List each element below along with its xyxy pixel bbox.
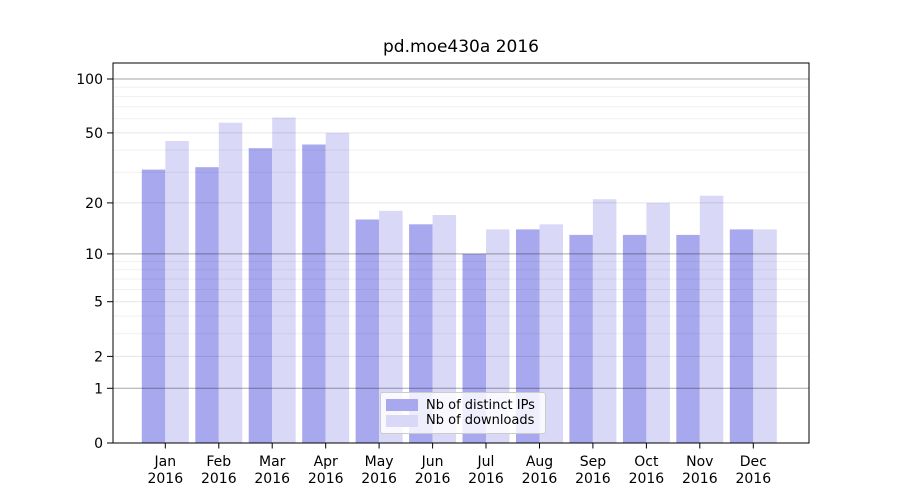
y-tick-label: 0: [94, 436, 103, 452]
x-tick-label-year: 2016: [522, 471, 558, 487]
chart-title: pd.moe430a 2016: [383, 37, 539, 57]
bar-downloads-jan: [165, 141, 189, 443]
x-tick-label-month: May: [365, 454, 394, 470]
bar-distinct-ips-aug: [516, 229, 540, 443]
legend-item-downloads: Nb of downloads: [386, 414, 539, 427]
bar-downloads-mar: [272, 117, 296, 443]
bar-downloads-apr: [325, 132, 350, 443]
bar-distinct-ips-feb: [195, 167, 219, 443]
x-tick-label-year: 2016: [468, 471, 504, 487]
legend-item-distinct-ips: Nb of distinct IPs: [386, 399, 539, 412]
bar-downloads-oct: [646, 202, 670, 443]
legend-label-distinct-ips: Nb of distinct IPs: [426, 397, 535, 413]
y-tick-label: 5: [94, 295, 103, 311]
x-tick-label-month: Mar: [259, 454, 286, 470]
y-tick-label: 50: [85, 126, 103, 142]
x-tick-label-year: 2016: [629, 471, 665, 487]
bar-downloads-jul: [486, 229, 510, 443]
y-tick-label: 10: [85, 247, 103, 263]
y-tick-label: 100: [76, 72, 103, 88]
x-tick-label-month: Feb: [206, 454, 231, 470]
x-tick-label-month: Nov: [686, 454, 713, 470]
bar-distinct-ips-sep: [569, 234, 593, 443]
bar-downloads-nov: [699, 195, 724, 443]
x-tick-label-year: 2016: [254, 471, 290, 487]
legend-swatch-downloads: [386, 414, 418, 427]
bar-distinct-ips-apr: [302, 144, 326, 443]
bar-downloads-aug: [539, 224, 563, 443]
bar-distinct-ips-nov: [676, 234, 700, 443]
x-tick-label-year: 2016: [308, 471, 344, 487]
bar-downloads-sep: [592, 199, 617, 443]
bar-distinct-ips-dec: [729, 229, 754, 443]
x-tick-label-month: Oct: [634, 454, 659, 470]
x-tick-label-month: Dec: [740, 454, 767, 470]
x-tick-label-year: 2016: [201, 471, 237, 487]
bar-downloads-dec: [753, 229, 777, 443]
legend: Nb of distinct IPs Nb of downloads: [380, 392, 546, 434]
y-tick-label: 2: [94, 349, 103, 365]
x-tick-label-year: 2016: [575, 471, 611, 487]
legend-swatch-distinct-ips: [386, 399, 418, 412]
x-tick-label-month: Aug: [526, 454, 553, 470]
x-tick-label-year: 2016: [361, 471, 397, 487]
bar-distinct-ips-mar: [248, 148, 273, 443]
bar-downloads-may: [379, 210, 403, 443]
x-tick-label-year: 2016: [735, 471, 771, 487]
y-tick-label: 20: [85, 196, 103, 212]
bar-distinct-ips-may: [355, 219, 380, 443]
bar-distinct-ips-jun: [409, 224, 433, 443]
plot-border: [112, 62, 810, 444]
x-tick-label-year: 2016: [682, 471, 718, 487]
x-tick-label-month: Sep: [580, 454, 607, 470]
bar-distinct-ips-oct: [622, 234, 647, 443]
bar-downloads-jun: [432, 215, 457, 443]
x-tick-label-year: 2016: [415, 471, 451, 487]
x-tick-label-month: Jun: [421, 454, 444, 470]
x-tick-label-month: Apr: [314, 454, 338, 470]
x-tick-label-month: Jul: [477, 454, 495, 470]
x-tick-label-month: Jan: [154, 454, 177, 470]
bar-downloads-feb: [218, 122, 243, 443]
x-tick-label-year: 2016: [147, 471, 183, 487]
bar-distinct-ips-jan: [141, 169, 166, 443]
y-tick-label: 1: [94, 381, 103, 397]
legend-label-downloads: Nb of downloads: [426, 413, 535, 429]
